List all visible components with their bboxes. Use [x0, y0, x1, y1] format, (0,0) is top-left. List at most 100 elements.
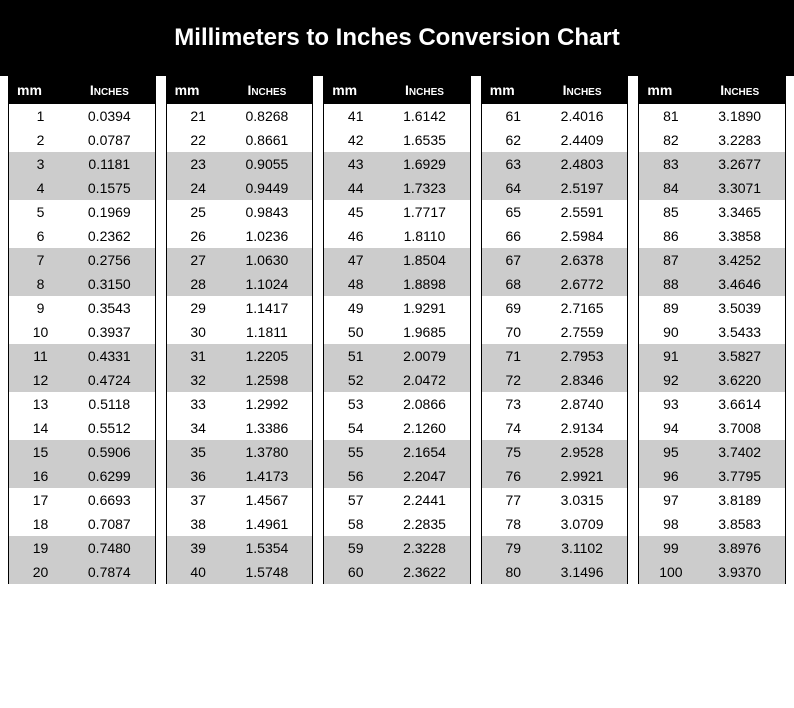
cell-mm: 77	[486, 492, 541, 508]
cell-inches: 3.7402	[698, 444, 781, 460]
table-row: 70.2756	[9, 248, 155, 272]
table-row: 873.4252	[639, 248, 785, 272]
table-row: 602.3622	[324, 560, 470, 584]
cell-mm: 6	[13, 228, 68, 244]
cell-mm: 90	[643, 324, 698, 340]
cell-mm: 49	[328, 300, 383, 316]
cell-inches: 3.6220	[698, 372, 781, 388]
header-inches: Inches	[541, 82, 624, 98]
table-row: 160.6299	[9, 464, 155, 488]
cell-mm: 50	[328, 324, 383, 340]
table-row: 692.7165	[482, 296, 628, 320]
table-row: 813.1890	[639, 104, 785, 128]
cell-mm: 86	[643, 228, 698, 244]
table-row: 411.6142	[324, 104, 470, 128]
table-row: 732.8740	[482, 392, 628, 416]
cell-inches: 1.3780	[226, 444, 309, 460]
table-row: 250.9843	[167, 200, 313, 224]
cell-inches: 3.7008	[698, 420, 781, 436]
table-row: 351.3780	[167, 440, 313, 464]
cell-inches: 3.1102	[541, 540, 624, 556]
table-row: 522.0472	[324, 368, 470, 392]
table-row: 200.7874	[9, 560, 155, 584]
table-row: 140.5512	[9, 416, 155, 440]
table-row: 612.4016	[482, 104, 628, 128]
table-row: 933.6614	[639, 392, 785, 416]
table-row: 963.7795	[639, 464, 785, 488]
cell-inches: 1.0236	[226, 228, 309, 244]
cell-inches: 3.3465	[698, 204, 781, 220]
cell-mm: 52	[328, 372, 383, 388]
table-row: 331.2992	[167, 392, 313, 416]
cell-inches: 0.9055	[226, 156, 309, 172]
header-inches: Inches	[68, 82, 151, 98]
cell-mm: 42	[328, 132, 383, 148]
cell-inches: 0.2756	[68, 252, 151, 268]
cell-mm: 72	[486, 372, 541, 388]
conversion-column: mmInches411.6142421.6535431.6929441.7323…	[323, 76, 471, 584]
table-row: 973.8189	[639, 488, 785, 512]
cell-mm: 69	[486, 300, 541, 316]
cell-mm: 73	[486, 396, 541, 412]
cell-mm: 35	[171, 444, 226, 460]
table-row: 341.3386	[167, 416, 313, 440]
cell-inches: 2.1260	[383, 420, 466, 436]
cell-inches: 3.0709	[541, 516, 624, 532]
cell-inches: 0.9449	[226, 180, 309, 196]
cell-mm: 1	[13, 108, 68, 124]
cell-inches: 2.3228	[383, 540, 466, 556]
cell-inches: 0.2362	[68, 228, 151, 244]
cell-inches: 2.2047	[383, 468, 466, 484]
cell-inches: 1.8898	[383, 276, 466, 292]
cell-inches: 0.5906	[68, 444, 151, 460]
table-row: 512.0079	[324, 344, 470, 368]
cell-inches: 2.4016	[541, 108, 624, 124]
table-row: 431.6929	[324, 152, 470, 176]
cell-mm: 46	[328, 228, 383, 244]
cell-mm: 32	[171, 372, 226, 388]
cell-mm: 87	[643, 252, 698, 268]
cell-mm: 21	[171, 108, 226, 124]
header-mm: mm	[328, 82, 383, 98]
cell-inches: 2.6772	[541, 276, 624, 292]
cell-inches: 0.5512	[68, 420, 151, 436]
table-row: 20.0787	[9, 128, 155, 152]
cell-mm: 43	[328, 156, 383, 172]
table-row: 301.1811	[167, 320, 313, 344]
cell-inches: 2.9134	[541, 420, 624, 436]
cell-inches: 2.5197	[541, 180, 624, 196]
table-row: 592.3228	[324, 536, 470, 560]
table-row: 40.1575	[9, 176, 155, 200]
cell-inches: 3.6614	[698, 396, 781, 412]
cell-mm: 92	[643, 372, 698, 388]
cell-inches: 3.3071	[698, 180, 781, 196]
cell-mm: 14	[13, 420, 68, 436]
table-row: 752.9528	[482, 440, 628, 464]
cell-mm: 59	[328, 540, 383, 556]
cell-mm: 79	[486, 540, 541, 556]
table-row: 702.7559	[482, 320, 628, 344]
table-row: 150.5906	[9, 440, 155, 464]
cell-mm: 98	[643, 516, 698, 532]
cell-inches: 0.4331	[68, 348, 151, 364]
cell-inches: 0.1575	[68, 180, 151, 196]
cell-mm: 39	[171, 540, 226, 556]
cell-mm: 13	[13, 396, 68, 412]
table-row: 130.5118	[9, 392, 155, 416]
column-header: mmInches	[9, 76, 155, 104]
table-row: 893.5039	[639, 296, 785, 320]
table-row: 662.5984	[482, 224, 628, 248]
table-row: 562.2047	[324, 464, 470, 488]
cell-mm: 3	[13, 156, 68, 172]
cell-mm: 2	[13, 132, 68, 148]
conversion-column: mmInches210.8268220.8661230.9055240.9449…	[166, 76, 314, 584]
cell-inches: 3.8976	[698, 540, 781, 556]
cell-inches: 2.5591	[541, 204, 624, 220]
header-inches: Inches	[698, 82, 781, 98]
table-row: 783.0709	[482, 512, 628, 536]
cell-inches: 3.5433	[698, 324, 781, 340]
cell-inches: 0.6299	[68, 468, 151, 484]
cell-mm: 82	[643, 132, 698, 148]
table-row: 762.9921	[482, 464, 628, 488]
table-row: 110.4331	[9, 344, 155, 368]
